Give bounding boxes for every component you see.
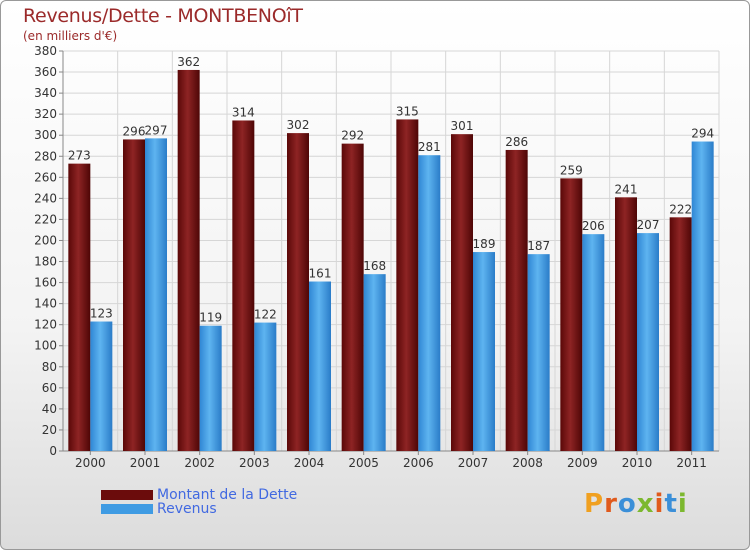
x-tick-label: 2008 xyxy=(512,456,543,470)
data-label-debt: 301 xyxy=(451,119,474,133)
bar-revenue xyxy=(90,321,113,451)
data-label-revenue: 161 xyxy=(309,267,332,281)
data-label-debt: 315 xyxy=(396,104,419,118)
data-label-revenue: 206 xyxy=(582,219,605,233)
bar-debt xyxy=(123,139,145,451)
legend-label-debt: Montant de la Dette xyxy=(157,487,298,503)
x-tick-label: 2011 xyxy=(676,456,707,470)
logo-letter: x xyxy=(636,489,655,519)
legend-swatch-revenue xyxy=(101,504,153,514)
x-tick-label: 2000 xyxy=(75,456,106,470)
data-label-revenue: 294 xyxy=(691,127,714,141)
bar-revenue xyxy=(473,252,495,451)
y-tick-label: 320 xyxy=(34,107,57,121)
data-label-debt: 296 xyxy=(123,124,146,138)
logo-letter: P xyxy=(584,489,605,519)
bar-debt xyxy=(287,133,309,451)
y-tick-label: 340 xyxy=(34,86,57,100)
bar-debt xyxy=(669,217,692,451)
y-tick-label: 120 xyxy=(34,318,57,332)
bar-debt xyxy=(68,163,91,451)
chart-subtitle: (en milliers d'€) xyxy=(23,29,118,43)
proxiti-logo: Proxiti xyxy=(584,489,688,519)
logo-letter: i xyxy=(677,489,688,519)
y-tick-label: 180 xyxy=(34,255,57,269)
y-tick-label: 260 xyxy=(34,170,57,184)
bar-debt xyxy=(341,143,364,451)
logo-letter: i xyxy=(654,489,665,519)
bar-debt xyxy=(177,69,200,452)
y-tick-label: 160 xyxy=(34,276,57,290)
bar-revenue xyxy=(582,234,605,451)
bar-debt xyxy=(560,178,583,452)
bar-revenue xyxy=(199,325,222,451)
data-label-debt: 273 xyxy=(68,149,91,163)
logo-letter: t xyxy=(664,489,678,519)
bar-debt xyxy=(505,149,528,451)
legend-label-revenue: Revenus xyxy=(157,501,217,517)
data-label-revenue: 207 xyxy=(637,218,660,232)
x-tick-label: 2007 xyxy=(458,456,489,470)
legend-item-debt: Montant de la Dette xyxy=(101,487,298,503)
y-tick-label: 40 xyxy=(42,402,57,416)
bar-revenue xyxy=(418,155,441,452)
x-tick-label: 2003 xyxy=(239,456,270,470)
bar-revenue xyxy=(363,274,386,451)
y-tick-label: 380 xyxy=(34,44,57,58)
legend-item-revenue: Revenus xyxy=(101,501,297,517)
y-tick-label: 20 xyxy=(42,423,57,437)
data-label-debt: 241 xyxy=(615,182,638,196)
y-tick-label: 360 xyxy=(34,65,57,79)
y-tick-label: 240 xyxy=(34,191,57,205)
chart-legend: Montant de la Dette Revenus xyxy=(101,487,298,517)
y-tick-label: 60 xyxy=(42,381,57,395)
legend-swatch-debt xyxy=(101,490,153,500)
x-tick-label: 2010 xyxy=(622,456,653,470)
y-tick-label: 300 xyxy=(34,128,57,142)
data-label-revenue: 123 xyxy=(90,307,113,321)
data-label-debt: 362 xyxy=(177,55,200,69)
data-label-debt: 286 xyxy=(505,135,528,149)
bar-debt xyxy=(232,120,255,451)
y-tick-label: 280 xyxy=(34,149,57,163)
bar-debt xyxy=(615,197,637,451)
x-tick-label: 2002 xyxy=(184,456,215,470)
data-label-debt: 259 xyxy=(560,163,583,177)
bar-revenue xyxy=(637,233,659,451)
bar-debt xyxy=(396,119,419,451)
bar-revenue xyxy=(527,254,550,451)
data-label-revenue: 281 xyxy=(418,140,441,154)
bar-revenue xyxy=(309,281,331,451)
x-tick-label: 2005 xyxy=(348,456,379,470)
data-label-revenue: 168 xyxy=(363,259,386,273)
x-tick-label: 2001 xyxy=(130,456,161,470)
logo-letter: r xyxy=(604,489,618,519)
x-tick-label: 2006 xyxy=(403,456,434,470)
data-label-revenue: 122 xyxy=(254,308,277,322)
x-tick-label: 2009 xyxy=(567,456,598,470)
chart-title: Revenus/Dette - MONTBENOîT xyxy=(23,5,303,27)
y-tick-label: 80 xyxy=(42,360,57,374)
data-label-debt: 314 xyxy=(232,105,255,119)
data-label-debt: 302 xyxy=(287,118,310,132)
data-label-debt: 222 xyxy=(669,202,692,216)
y-tick-label: 100 xyxy=(34,339,57,353)
bar-revenue xyxy=(145,138,167,452)
bar-revenue xyxy=(691,141,714,452)
y-tick-label: 0 xyxy=(49,444,57,458)
y-tick-label: 200 xyxy=(34,233,57,247)
data-label-revenue: 297 xyxy=(145,123,168,137)
data-label-revenue: 187 xyxy=(527,239,550,253)
bar-revenue xyxy=(254,322,277,451)
bar-debt xyxy=(451,134,473,451)
y-tick-label: 140 xyxy=(34,297,57,311)
data-label-revenue: 119 xyxy=(199,311,222,325)
data-label-debt: 292 xyxy=(341,129,364,143)
logo-letter: o xyxy=(617,489,637,519)
x-tick-label: 2004 xyxy=(294,456,325,470)
y-tick-label: 220 xyxy=(34,212,57,226)
data-label-revenue: 189 xyxy=(473,237,496,251)
